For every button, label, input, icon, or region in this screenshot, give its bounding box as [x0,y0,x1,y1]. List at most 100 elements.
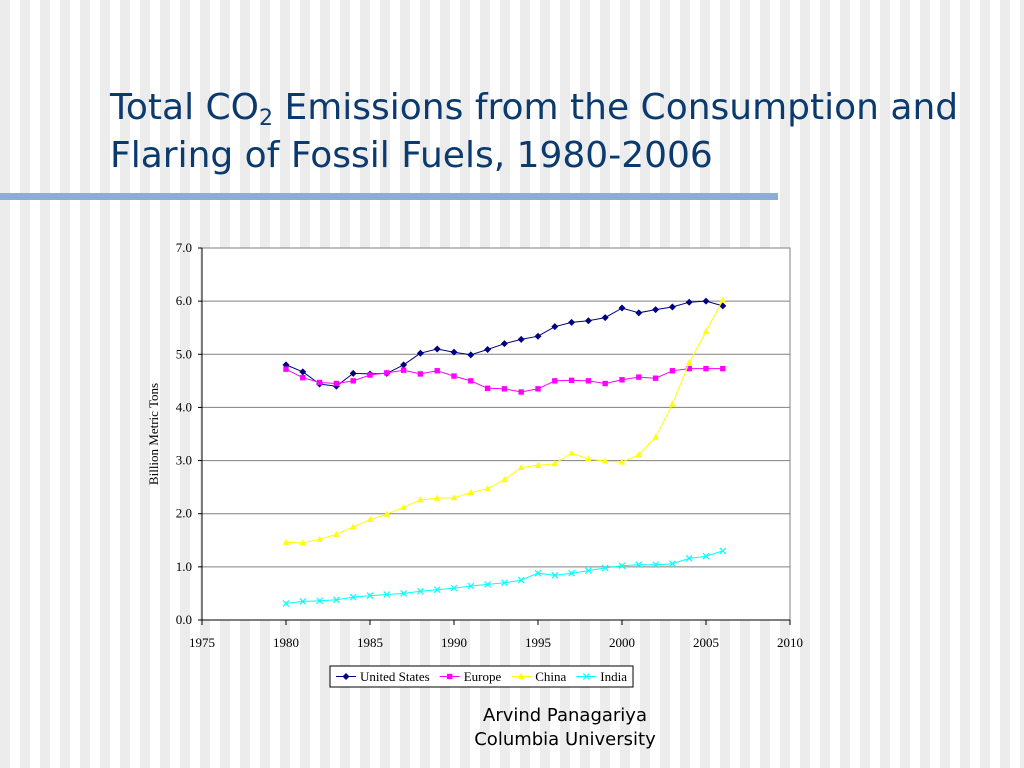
data-point [686,359,693,366]
data-point [316,597,324,605]
data-point [500,579,508,587]
data-point [282,538,290,545]
data-point [400,503,407,510]
data-point [582,673,590,680]
data-point [501,476,508,483]
legend-label: China [535,669,566,684]
data-point [635,451,642,458]
data-point [534,332,542,340]
data-point [416,587,424,595]
data-point [342,673,350,680]
data-point [702,327,710,334]
data-point [669,368,676,374]
data-point [618,304,626,312]
data-point [568,449,575,456]
data-point [383,510,390,517]
data-point [635,309,643,317]
data-point [500,340,508,348]
x-tick-label: 2005 [693,635,719,650]
data-point [668,303,676,311]
data-point [585,455,592,462]
series-india [282,547,727,607]
data-point [568,569,576,577]
data-point [446,673,453,680]
x-tick-label: 1990 [441,635,467,650]
y-tick-label: 3.0 [176,453,192,468]
title-text-pre: Total CO [110,87,259,128]
author-credit: Arvind Panagariya Columbia University [440,704,690,752]
data-point [400,361,408,369]
data-point [316,535,323,542]
y-tick-label: 6.0 [176,293,192,308]
data-point [601,564,609,572]
data-point [316,379,323,386]
data-point [552,378,558,384]
series-china [282,296,726,546]
data-point [501,386,508,392]
data-point [434,368,440,374]
data-point [517,576,525,584]
data-point [602,380,608,387]
data-point [484,485,491,492]
y-tick-label: 2.0 [176,506,192,521]
data-point [350,523,357,530]
x-tick-label: 1980 [273,635,299,650]
title-subscript: 2 [259,106,273,131]
data-point [451,373,457,379]
data-point [720,365,726,372]
data-point [602,457,609,464]
chart-legend: United States Europe China India [329,665,634,688]
data-point [299,368,307,376]
legend-item: United States [336,669,430,684]
data-point [400,590,408,597]
data-point [635,561,643,569]
series-europe [283,365,726,395]
data-point [333,380,340,387]
legend-label: United States [360,669,430,684]
legend-item: Europe [439,669,501,684]
y-tick-label: 1.0 [176,559,192,574]
data-point [450,348,458,356]
data-point [349,593,357,601]
data-point [416,349,424,357]
data-point [535,386,541,392]
data-point [467,582,475,590]
data-point [652,306,660,314]
data-point [551,323,559,331]
data-point [300,374,306,381]
data-point [366,592,374,599]
data-point [333,530,340,537]
data-point [534,569,542,577]
data-point [349,369,357,377]
data-point [417,371,424,377]
x-tick-label: 1985 [357,635,383,650]
y-tick-label: 7.0 [176,240,192,255]
data-point [467,488,474,495]
plot-area [201,247,791,621]
data-point [350,378,356,384]
x-tick-label: 1995 [525,635,551,650]
data-point [433,586,441,594]
slide-title: Total CO2 Emissions from the Consumption… [110,84,1010,180]
data-point [450,584,458,592]
data-point [367,372,373,378]
y-tick-label: 5.0 [176,346,192,361]
data-point [366,516,374,523]
data-point [668,560,676,568]
legend-label: India [600,669,627,684]
data-point [618,562,626,570]
data-point [702,297,710,305]
data-point [384,370,390,376]
data-point [282,600,290,607]
title-divider [0,193,778,200]
data-point [551,460,558,467]
data-point [484,346,492,354]
data-point [484,385,491,391]
data-point [719,296,726,303]
title-text-post: Emissions from the Consumption and Flari… [110,87,959,176]
data-point [652,375,659,381]
data-point [619,377,625,383]
data-point [703,365,709,372]
data-point [584,317,592,325]
